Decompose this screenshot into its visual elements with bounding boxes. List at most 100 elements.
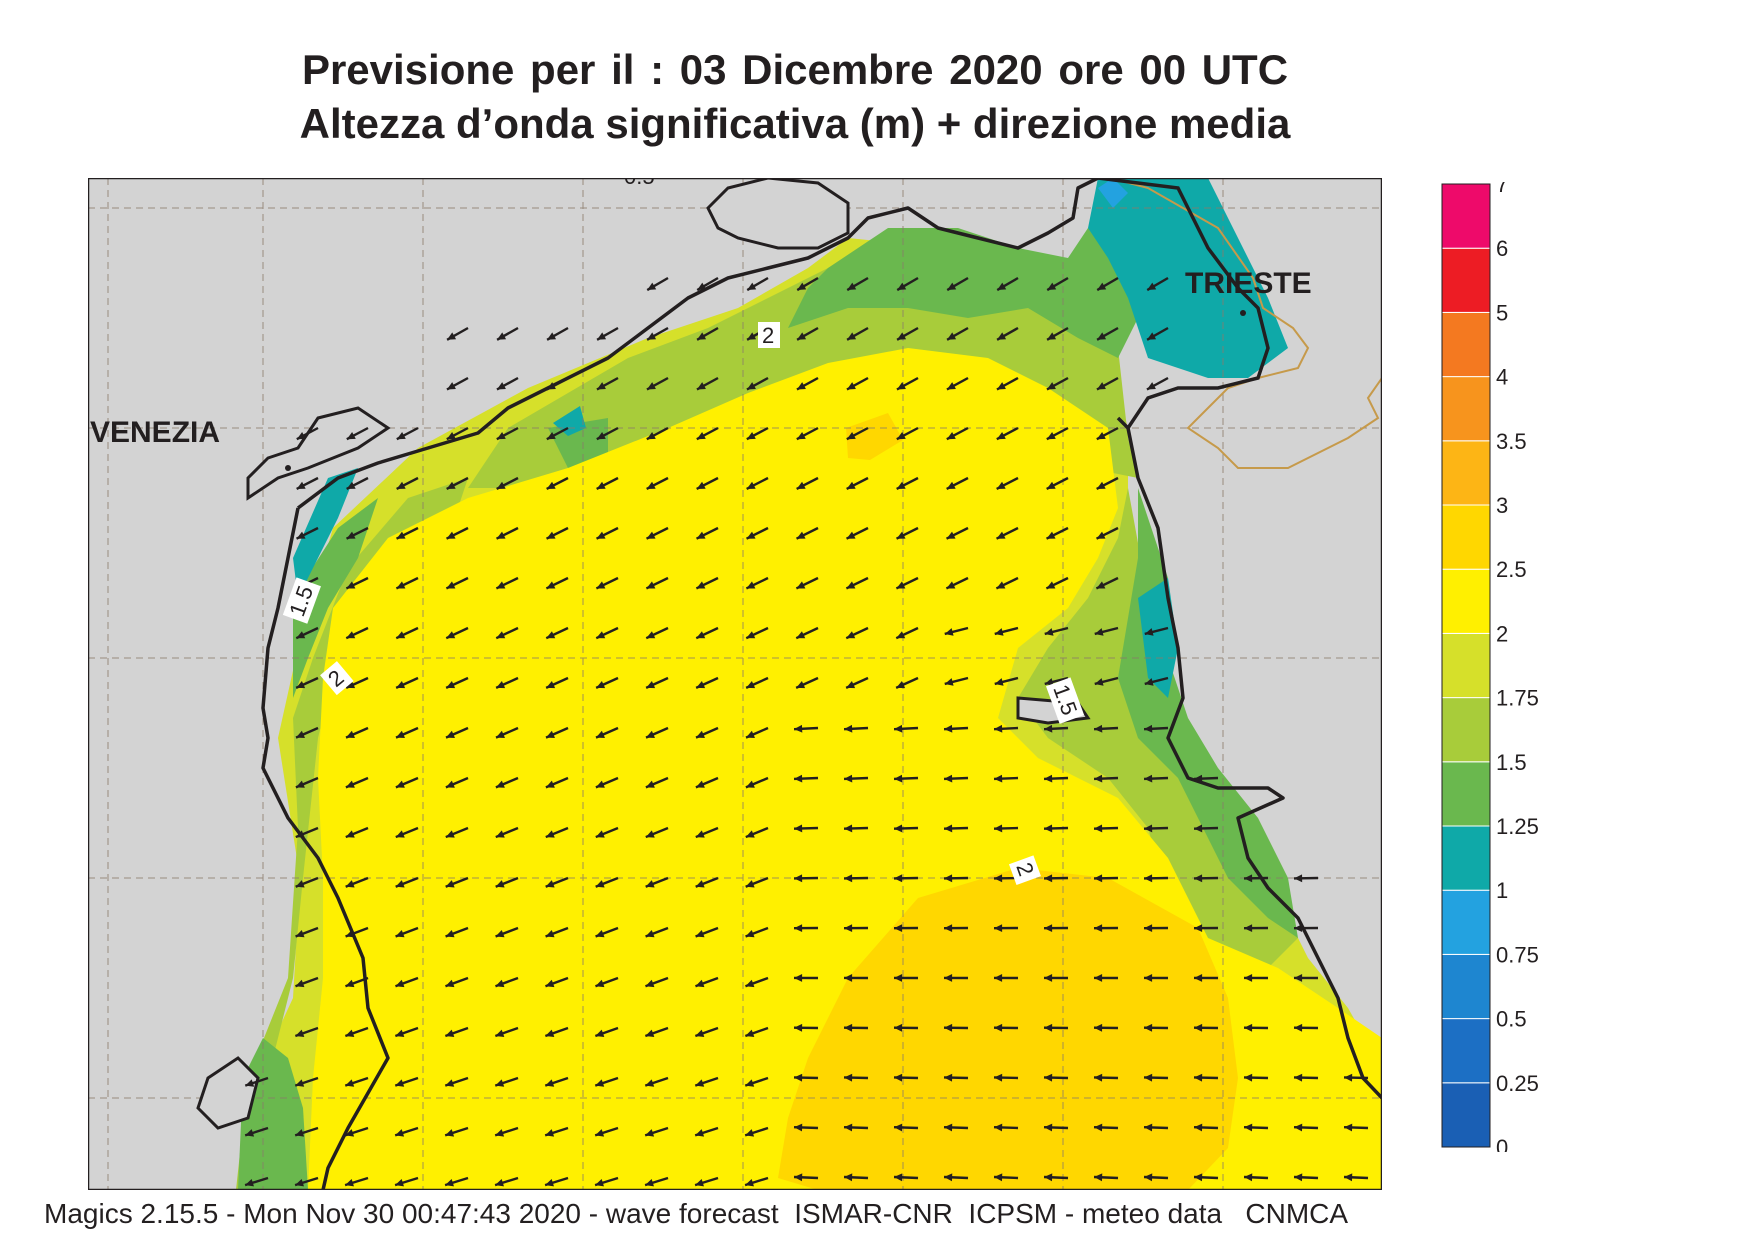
wave-arrow-head [947, 282, 957, 291]
wave-arrow-head [345, 830, 355, 838]
wave-arrow-head [794, 824, 803, 833]
wave-arrow-head [1094, 874, 1103, 883]
wave-arrow-head [396, 481, 406, 489]
wave-arrow-head [894, 974, 903, 982]
wave-arrow-head [445, 880, 455, 888]
coastline-north [296, 178, 1099, 510]
wave-arrow-head [797, 282, 807, 291]
wave-arrow-head [646, 730, 656, 738]
wave-arrow-head [545, 979, 555, 988]
wave-arrow-head [994, 874, 1003, 883]
map-frame [88, 178, 1382, 1190]
wave-arrow-head [697, 332, 707, 340]
wave-arrow-head [1194, 974, 1203, 982]
wave-arrow-head [697, 282, 707, 291]
wave-arrow-head [1094, 924, 1103, 933]
colorbar-bin-1.75-2 [1441, 632, 1491, 699]
wave-arrow-head [994, 1023, 1003, 1032]
wave-arrow-head [345, 780, 355, 788]
wave-arrow-head [495, 880, 505, 888]
wave-arrow-head [1046, 531, 1056, 539]
wave-arrow-head [1244, 874, 1253, 883]
wave-arrow-head [1294, 874, 1303, 883]
wave-arrow-head [997, 282, 1007, 291]
wave-arrow-head [846, 531, 856, 539]
country-border [1109, 178, 1382, 469]
wave-arrow-head [595, 1129, 605, 1137]
wave-arrow-head [695, 830, 705, 838]
wave-arrow-head [545, 1178, 554, 1187]
colorbar-tick-7: 7 [1496, 182, 1508, 197]
wave-arrow-head [1194, 1023, 1203, 1032]
footer-credits: Magics 2.15.5 - Mon Nov 30 00:47:43 2020… [44, 1198, 1349, 1229]
wave-arrow-head [745, 929, 755, 938]
colorbar-tick-2.5: 2.5 [1496, 557, 1527, 582]
wave-arrow-head [295, 1178, 304, 1187]
wave-arrow-head [896, 431, 906, 440]
sea-zone-1.25-1.5-north [788, 208, 1148, 358]
wave-arrow-head [1096, 531, 1106, 539]
wave-arrow-head [944, 678, 954, 686]
wave-arrow-head [996, 481, 1006, 489]
wave-arrow-head [495, 1129, 505, 1137]
wave-arrow-head [844, 924, 853, 933]
wave-arrow-head [794, 1023, 803, 1032]
wave-arrow-head [646, 481, 656, 489]
wave-arrow-head [1344, 1173, 1353, 1182]
wave-arrow-head [896, 680, 906, 689]
wave-arrow-head [1096, 581, 1106, 589]
colorbar-bin-5-6 [1441, 247, 1491, 313]
wave-arrow-head [1194, 1123, 1203, 1132]
wave-arrow-head [596, 680, 606, 689]
wave-arrow-head [395, 1129, 405, 1137]
wave-arrow-head [1144, 628, 1154, 636]
wave-arrow-head [1046, 481, 1056, 489]
wave-arrow-head [946, 481, 956, 489]
wave-arrow-head [994, 628, 1004, 636]
colorbar-bin-1.25-1.5 [1441, 761, 1491, 827]
colorbar-bin-0.5-0.75 [1441, 953, 1491, 1020]
wave-arrow-head [1094, 774, 1103, 783]
colorbar-bin-1-1.25 [1441, 825, 1491, 891]
wave-arrow-head [1244, 1173, 1253, 1182]
contour-label-0.5-top: 0.5 [624, 178, 655, 189]
wave-arrow-head [496, 730, 506, 738]
colorbar-tick-0.25: 0.25 [1496, 1071, 1539, 1096]
wave-arrow-head [946, 382, 956, 390]
wave-arrow-head [346, 680, 356, 689]
wave-arrow-head [645, 1178, 654, 1187]
wave-arrow-head [545, 929, 555, 938]
wave-arrow-head [545, 780, 555, 788]
wave-arrow-head [596, 730, 606, 738]
colorbar-outline [1441, 183, 1491, 1148]
wave-arrow-head [1144, 724, 1153, 733]
wave-arrow-head [944, 774, 953, 783]
wave-arrow-head [345, 929, 355, 938]
sea-zone-1-1.25-venice [293, 468, 358, 598]
wave-arrow-head [695, 979, 705, 988]
wave-arrow-head [547, 332, 557, 340]
wave-arrow-head [894, 724, 903, 733]
wave-arrow-head [794, 974, 803, 982]
wave-arrow-head [994, 1073, 1003, 1082]
wave-arrow-head [446, 531, 456, 539]
wave-arrow-head [1044, 1073, 1053, 1082]
wave-arrow-head [245, 1178, 254, 1187]
wave-arrow-head [846, 581, 856, 589]
colorbar-tick-1: 1 [1496, 878, 1508, 903]
wave-arrow-head [346, 730, 356, 738]
wave-arrow-head [345, 979, 355, 988]
wave-arrow-head [1144, 774, 1153, 783]
wave-arrow-head [596, 531, 606, 539]
wave-arrow-head [1046, 581, 1056, 589]
wave-height-colorbar: 0 0.25 0.5 0.75 1 1.25 1.5 1.75 2 2.5 3 3.5 4 5 6 7 [1441, 182, 1539, 1152]
map-title-line1: Previsione per il : 03 Dicembre 2020 ore… [301, 46, 1289, 93]
wave-arrow-head [844, 724, 853, 733]
wave-arrow-head [295, 1129, 305, 1137]
wave-arrow-head [1094, 1173, 1103, 1182]
wave-arrow-head [896, 581, 906, 589]
wave-arrow-head [296, 730, 306, 738]
wave-arrow-head [396, 680, 406, 689]
wave-arrow-head [545, 880, 555, 888]
wave-arrow-head [844, 1073, 853, 1082]
